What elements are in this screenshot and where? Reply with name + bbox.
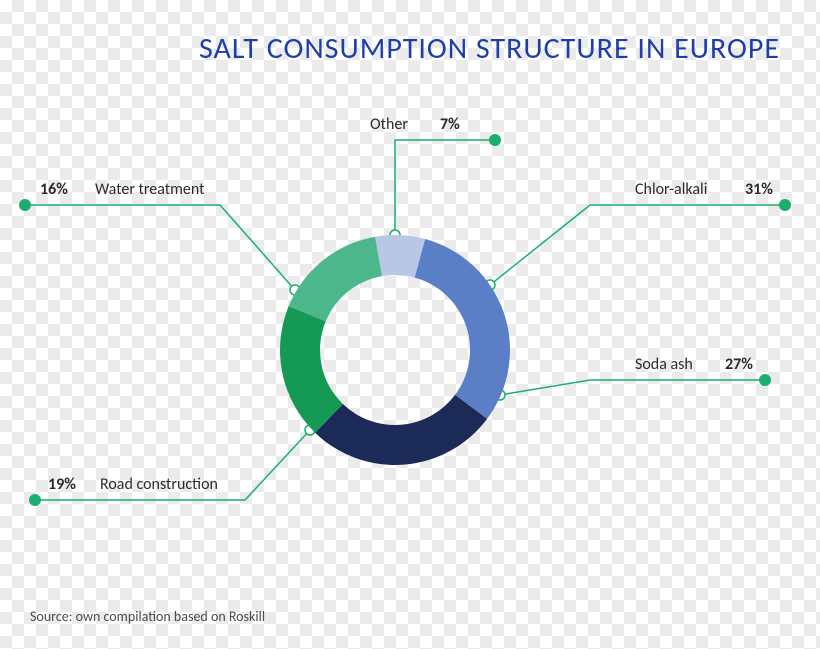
label-other: Other — [370, 115, 408, 134]
label-water: Water treatment — [95, 180, 204, 199]
end-dot-road — [29, 494, 41, 506]
label-chlor_alkali: Chlor-alkali — [635, 180, 707, 199]
value-road: 19% — [48, 475, 76, 494]
value-other: 7% — [440, 115, 460, 134]
leader-chlor_alkali — [490, 205, 785, 285]
segment-water — [289, 237, 382, 322]
value-chlor_alkali: 31% — [745, 180, 773, 199]
leader-other — [395, 140, 495, 235]
end-dot-soda_ash — [759, 374, 771, 386]
end-dot-chlor_alkali — [779, 199, 791, 211]
leader-soda_ash — [500, 380, 765, 395]
end-dot-water — [19, 199, 31, 211]
end-dot-other — [489, 134, 501, 146]
chart-stage: SALT CONSUMPTION STRUCTURE IN EUROPE Oth… — [0, 0, 820, 649]
value-water: 16% — [40, 180, 68, 199]
donut-chart — [0, 0, 820, 649]
leader-water — [25, 205, 295, 290]
source-footnote: Source: own compilation based on Roskill — [30, 608, 265, 625]
segment-chlor_alkali — [415, 239, 510, 419]
value-soda_ash: 27% — [725, 355, 753, 374]
donut-ring — [280, 235, 510, 465]
label-road: Road construction — [100, 475, 218, 494]
label-soda_ash: Soda ash — [635, 355, 693, 374]
